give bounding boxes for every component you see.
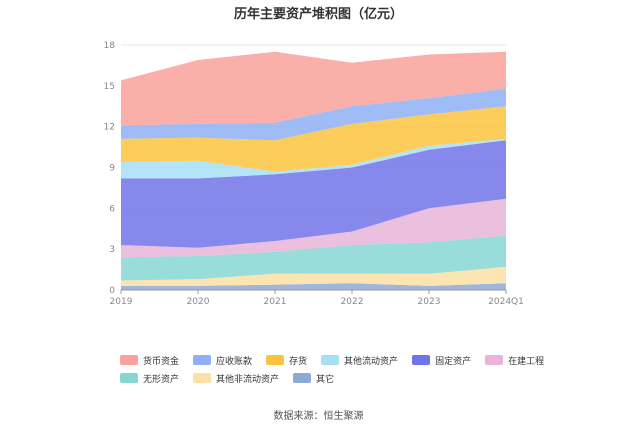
stacked-area-chart: 0 3 6 9 12 15 18 2019 2020 2021 2022 2023 2024Q1 bbox=[104, 41, 524, 307]
x-tick-label: 2024Q1 bbox=[488, 297, 524, 307]
legend-swatch bbox=[120, 373, 138, 383]
legend-item[interactable]: 无形资产 bbox=[120, 372, 180, 385]
legend-label: 货币资金 bbox=[143, 356, 180, 367]
legend-label: 其他非流动资产 bbox=[216, 374, 280, 385]
area-series-存货[interactable] bbox=[121, 106, 506, 172]
legend-swatch bbox=[293, 373, 312, 383]
area-series-应收账款[interactable] bbox=[121, 88, 506, 141]
legend-label: 应收账款 bbox=[216, 356, 253, 367]
legend-item[interactable]: 其他非流动资产 bbox=[193, 372, 280, 385]
x-tick-label: 2022 bbox=[341, 297, 364, 307]
y-tick-label: 0 bbox=[109, 286, 115, 296]
legend-item[interactable]: 固定资产 bbox=[412, 354, 472, 367]
y-tick-label: 3 bbox=[109, 245, 115, 255]
chart-title: 历年主要资产堆积图（亿元） bbox=[233, 7, 403, 22]
y-tick-label: 12 bbox=[104, 123, 115, 133]
x-tick-label: 2020 bbox=[187, 297, 210, 307]
legend-swatch bbox=[193, 355, 212, 365]
legend-label: 在建工程 bbox=[508, 356, 545, 367]
area-series-其它[interactable] bbox=[121, 283, 506, 290]
legend-swatch bbox=[120, 355, 138, 365]
axis-layer: 0 3 6 9 12 15 18 2019 2020 2021 2022 2023 2024Q1 bbox=[104, 41, 524, 307]
legend: 货币资金 应收账款 存货 其他流动资产 固定资产 在建工程无形资产 其他非流动资产 其它 bbox=[120, 354, 560, 385]
y-tick-label: 6 bbox=[109, 204, 115, 214]
legend-item[interactable]: 应收账款 bbox=[193, 354, 253, 367]
legend-label: 其他流动资产 bbox=[344, 356, 399, 367]
legend-label: 无形资产 bbox=[143, 374, 180, 385]
y-tick-label: 9 bbox=[109, 164, 115, 174]
legend-swatch bbox=[412, 355, 431, 365]
legend-swatch bbox=[266, 355, 285, 365]
x-tick-label: 2023 bbox=[418, 297, 441, 307]
area-series-货币资金[interactable] bbox=[121, 51, 506, 126]
legend-swatch bbox=[193, 373, 212, 383]
source-text: 数据来源：恒生聚源 bbox=[273, 411, 364, 422]
y-tick-label: 18 bbox=[104, 41, 116, 51]
x-tick-label: 2021 bbox=[264, 297, 287, 307]
legend-swatch bbox=[485, 355, 504, 365]
area-series-其他流动资产[interactable] bbox=[121, 138, 506, 179]
area-series-无形资产[interactable] bbox=[121, 235, 506, 281]
x-tick-label: 2019 bbox=[110, 297, 133, 307]
area-series-固定资产[interactable] bbox=[121, 140, 506, 248]
y-tick-label: 15 bbox=[104, 82, 115, 92]
legend-label: 存货 bbox=[289, 356, 308, 367]
legend-item[interactable]: 在建工程 bbox=[485, 354, 545, 367]
legend-item[interactable]: 货币资金 bbox=[120, 354, 180, 367]
area-layer bbox=[121, 51, 506, 290]
area-series-在建工程[interactable] bbox=[121, 198, 506, 258]
legend-label: 固定资产 bbox=[435, 356, 472, 367]
legend-swatch bbox=[321, 355, 340, 365]
legend-item[interactable]: 存货 bbox=[266, 354, 308, 367]
legend-item[interactable]: 其他流动资产 bbox=[321, 354, 399, 367]
area-series-其他非流动资产[interactable] bbox=[121, 266, 506, 286]
legend-label: 其它 bbox=[316, 374, 335, 385]
legend-item[interactable]: 其它 bbox=[293, 372, 335, 385]
